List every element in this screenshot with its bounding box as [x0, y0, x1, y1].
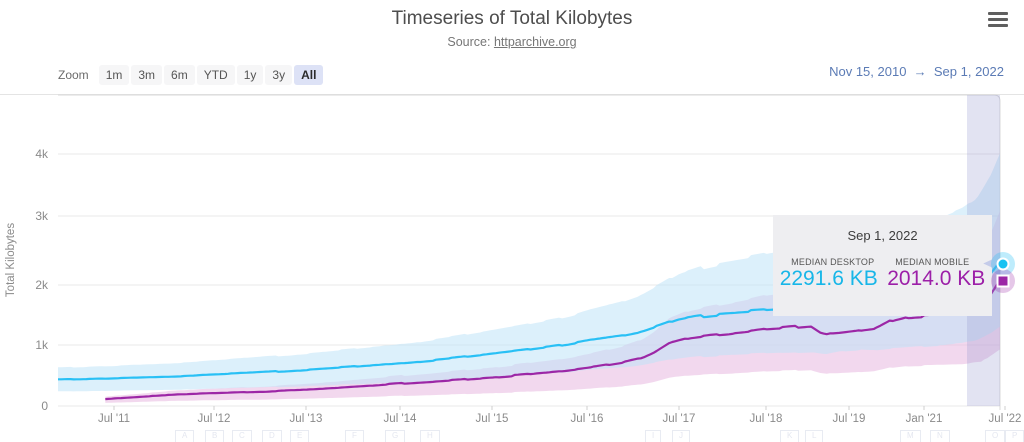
svg-text:Jan '21: Jan '21	[906, 413, 943, 425]
svg-text:Jul '17: Jul '17	[663, 413, 696, 425]
svg-text:Jul '12: Jul '12	[198, 413, 231, 425]
svg-text:Jul '13: Jul '13	[290, 413, 323, 425]
svg-text:Jul '14: Jul '14	[384, 413, 417, 425]
svg-text:Jul '15: Jul '15	[476, 413, 509, 425]
svg-text:Jul '11: Jul '11	[98, 413, 130, 425]
svg-text:Jul '19: Jul '19	[833, 413, 866, 425]
svg-text:1k: 1k	[35, 338, 49, 352]
svg-text:Jul '22: Jul '22	[989, 413, 1022, 425]
svg-text:4k: 4k	[35, 147, 49, 161]
svg-text:Total Kilobytes: Total Kilobytes	[5, 223, 17, 297]
svg-text:Jul '16: Jul '16	[571, 413, 604, 425]
svg-text:0: 0	[41, 399, 48, 413]
svg-text:Jul '18: Jul '18	[750, 413, 783, 425]
svg-text:3k: 3k	[35, 209, 49, 223]
svg-text:2k: 2k	[35, 278, 49, 292]
